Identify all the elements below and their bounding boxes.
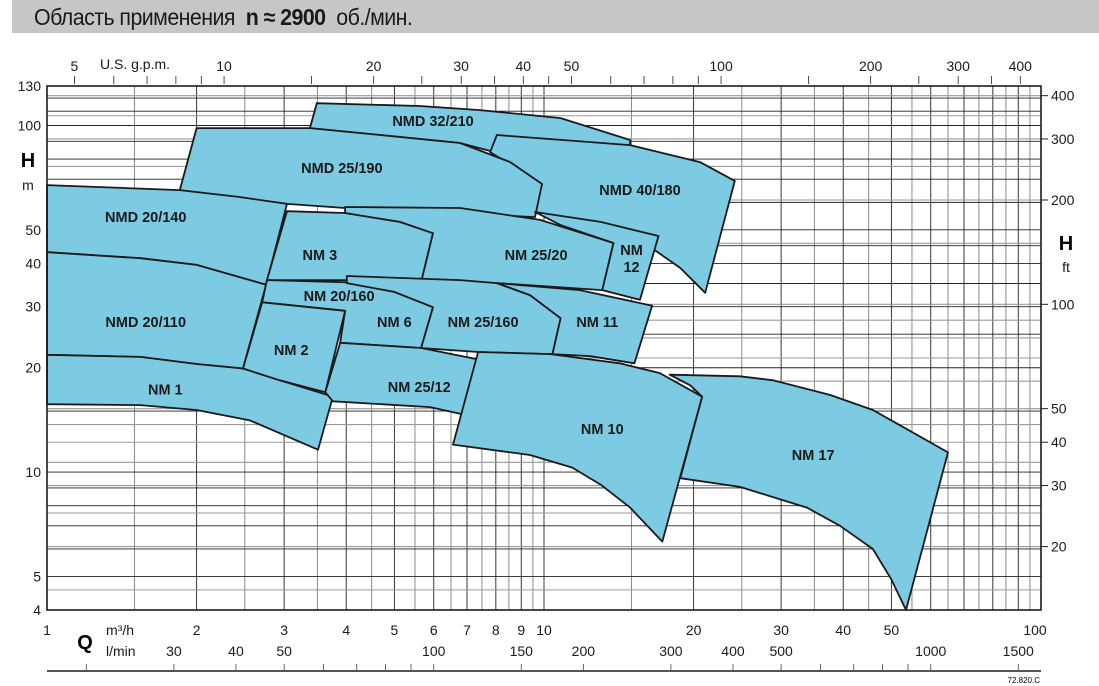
top-tick-label: 400 [1009,58,1033,74]
region-label: NMD 20/110 [105,315,186,331]
right-axis-unit: ft [1062,259,1070,275]
region-label: NMD 40/180 [599,183,680,199]
lmin-tick-label: 150 [510,643,534,659]
figure-code: 72.820.C [1008,676,1041,685]
region-label: NM 3 [303,248,338,264]
bottom-tick-label: 20 [686,622,702,638]
lmin-tick-label: 500 [769,643,793,659]
top-tick-label: 50 [564,58,580,74]
bottom-tick-label: 3 [280,622,288,638]
lmin-tick-label: 100 [422,643,446,659]
lmin-tick-label: 200 [572,643,596,659]
bottom-tick-label: 6 [430,622,438,638]
pump-regions [46,102,949,611]
lmin-tick-label: 40 [228,643,244,659]
plot-frame [46,85,1042,611]
bottom-axis-label: Q [77,632,93,654]
title-prefix: Область применения [34,4,235,30]
region-label: NM 6 [377,315,412,331]
region-label: NM 10 [581,422,624,438]
region-nm-2 [242,301,346,394]
bottom-tick-label: 5 [390,622,398,638]
region-label: NM 1 [148,383,183,399]
left-tick-label: 20 [25,360,41,376]
bottom-axis-2-unit: l/min [106,643,136,659]
bottom-axis-unit: m³/h [106,622,134,638]
left-tick-label: 30 [25,299,41,315]
left-tick-label: 100 [18,117,42,133]
region-label: NM 25/160 [448,315,519,331]
right-tick-label: 300 [1051,131,1075,147]
bottom-tick-label: 2 [193,622,201,638]
top-tick-label: 40 [515,58,531,74]
bottom-tick-label: 9 [517,622,525,638]
bottom-tick-label: 1 [43,622,51,638]
left-tick-label: 40 [25,255,41,271]
lmin-tick-label: 300 [659,643,683,659]
region-nm-11 [496,282,653,365]
lmin-tick-label: 1000 [915,643,946,659]
region-nm-12 [534,211,660,301]
lmin-tick-label: 400 [721,643,745,659]
region-label: NM 17 [792,448,835,464]
bottom-tick-label: 50 [884,622,900,638]
right-tick-label: 20 [1051,539,1067,555]
right-tick-label: 40 [1051,434,1067,450]
top-tick-label: 300 [947,58,971,74]
region-labels: NMD 32/210 NMD 40/180 NMD 25/190 NMD 20/140… [105,114,834,464]
top-tick-label: 100 [709,58,733,74]
region-label: NM 2 [274,343,309,359]
lmin-tick-label: 50 [276,643,292,659]
top-tick-label: 5 [71,58,79,74]
region-label: NMD 32/210 [392,114,473,130]
right-tick-label: 200 [1051,192,1075,208]
left-tick-label: 50 [25,222,41,238]
bottom-tick-label: 7 [463,622,471,638]
chart-title: Область применения n ≈ 2900 об./мин. [34,4,413,31]
top-tick-label: 200 [859,58,883,74]
top-axis-label: U.S. g.p.m. [100,56,170,72]
bottom-tick-label: 40 [835,622,851,638]
lmin-tick-label: 1500 [1003,643,1034,659]
title-speed: n ≈ 2900 [245,4,326,30]
lmin-tick-label: 30 [166,643,182,659]
region-label-line: 12 [623,260,639,276]
region-label: NM 12 [620,243,643,276]
bottom-tick-label: 4 [342,622,350,638]
region-label: NM 25/20 [505,248,568,264]
region-nm-1 [46,353,334,451]
top-tick-label: 30 [453,58,469,74]
top-tick-label: 10 [216,58,232,74]
bottom-tick-label: 30 [773,622,789,638]
top-tick-label: 20 [366,58,382,74]
region-label: NM 25/12 [388,380,451,396]
region-nm-17 [668,373,949,611]
left-tick-label: 5 [33,568,41,584]
right-tick-label: 400 [1051,88,1075,104]
region-label: NM 11 [576,315,618,331]
title-bar: Область применения n ≈ 2900 об./мин. [12,0,1099,33]
bottom-tick-label: 8 [492,622,500,638]
region-label-line: NM [620,243,643,259]
title-unit: об./мин. [336,4,413,30]
region-label: NM 20/160 [304,289,375,305]
bottom-tick-label: 10 [536,622,552,638]
region-label: NMD 25/190 [301,161,382,177]
right-tick-label: 50 [1051,401,1067,417]
left-tick-label: 10 [25,464,41,480]
left-axis-unit: m [22,177,34,193]
left-tick-label: 4 [33,602,41,618]
region-nm-10 [452,351,703,543]
left-axis-label: H [21,150,35,172]
bottom-tick-label: 100 [1023,622,1047,638]
left-tick-label: 130 [18,78,42,94]
right-tick-label: 30 [1051,478,1067,494]
region-label: NMD 20/140 [105,210,186,226]
right-tick-label: 100 [1051,296,1075,312]
right-axis-label: H [1059,233,1073,255]
